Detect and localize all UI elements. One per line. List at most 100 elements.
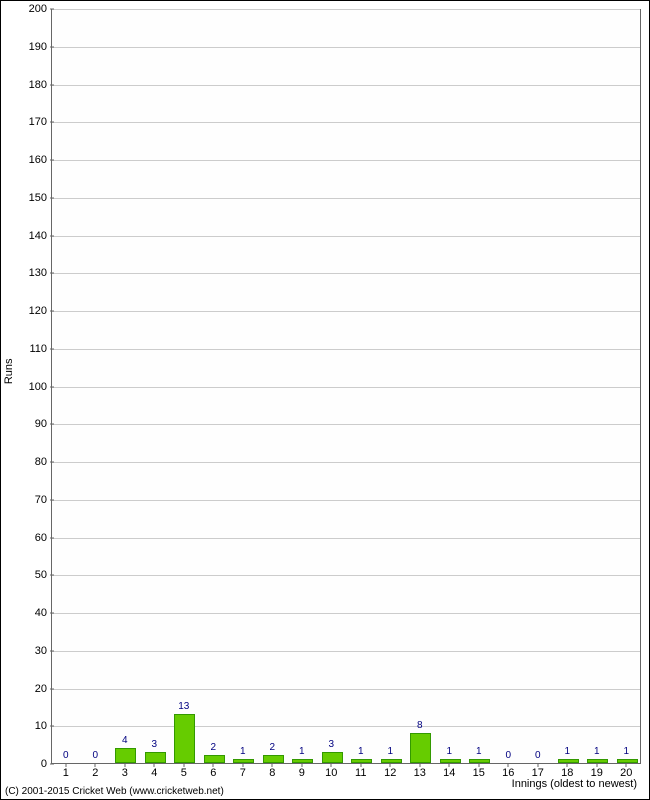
gridline [52, 85, 640, 86]
y-tick-mark [50, 160, 54, 161]
bar [351, 759, 372, 763]
gridline [52, 689, 640, 690]
bar-value-label: 0 [505, 750, 511, 761]
y-tick-label: 20 [17, 683, 47, 695]
bar-value-label: 1 [358, 746, 364, 757]
x-tick-label: 6 [210, 767, 216, 779]
bar [410, 733, 431, 763]
y-tick-label: 80 [17, 456, 47, 468]
y-tick-label: 40 [17, 607, 47, 619]
gridline [52, 349, 640, 350]
gridline [52, 651, 640, 652]
y-tick-mark [50, 726, 54, 727]
gridline [52, 538, 640, 539]
x-tick-label: 14 [443, 767, 455, 779]
bar [440, 759, 461, 763]
y-tick-mark [50, 235, 54, 236]
x-tick-label: 15 [473, 767, 485, 779]
y-tick-mark [50, 46, 54, 47]
y-tick-mark [50, 9, 54, 10]
y-tick-label: 200 [17, 3, 47, 15]
gridline [52, 236, 640, 237]
x-tick-label: 18 [561, 767, 573, 779]
x-tick-label: 20 [620, 767, 632, 779]
bar [292, 759, 313, 763]
y-tick-label: 120 [17, 305, 47, 317]
y-tick-label: 130 [17, 267, 47, 279]
gridline [52, 311, 640, 312]
bar-value-label: 1 [594, 746, 600, 757]
gridline [52, 122, 640, 123]
gridline [52, 726, 640, 727]
y-tick-mark [50, 764, 54, 765]
y-tick-label: 160 [17, 154, 47, 166]
x-tick-label: 11 [355, 767, 366, 779]
gridline [52, 9, 640, 10]
y-tick-mark [50, 537, 54, 538]
bar [558, 759, 579, 763]
bar-value-label: 8 [417, 720, 423, 731]
gridline [52, 575, 640, 576]
y-tick-label: 30 [17, 645, 47, 657]
x-tick-label: 12 [384, 767, 396, 779]
gridline [52, 424, 640, 425]
copyright-text: (C) 2001-2015 Cricket Web (www.cricketwe… [5, 786, 224, 797]
bar-value-label: 1 [564, 746, 570, 757]
bar-value-label: 1 [387, 746, 393, 757]
y-tick-label: 170 [17, 116, 47, 128]
bar-value-label: 2 [210, 742, 216, 753]
gridline [52, 273, 640, 274]
gridline [52, 198, 640, 199]
bar-value-label: 2 [269, 742, 275, 753]
gridline [52, 160, 640, 161]
bar [381, 759, 402, 763]
x-tick-label: 4 [151, 767, 157, 779]
bar [204, 755, 225, 763]
y-tick-mark [50, 424, 54, 425]
bar-value-label: 3 [328, 739, 334, 750]
bar-value-label: 1 [476, 746, 482, 757]
y-tick-mark [50, 122, 54, 123]
bar [145, 752, 166, 763]
y-tick-label: 70 [17, 494, 47, 506]
bar-value-label: 4 [122, 735, 128, 746]
bar [115, 748, 136, 763]
bar [233, 759, 254, 763]
plot-area [51, 9, 641, 764]
y-tick-label: 10 [17, 720, 47, 732]
x-tick-label: 16 [502, 767, 514, 779]
y-tick-mark [50, 348, 54, 349]
y-tick-label: 150 [17, 192, 47, 204]
x-tick-label: 2 [92, 767, 98, 779]
y-tick-label: 90 [17, 418, 47, 430]
gridline [52, 613, 640, 614]
y-tick-label: 190 [17, 41, 47, 53]
y-tick-label: 100 [17, 381, 47, 393]
bar-value-label: 1 [240, 746, 246, 757]
bar-value-label: 1 [446, 746, 452, 757]
y-tick-label: 50 [17, 569, 47, 581]
y-tick-mark [50, 499, 54, 500]
y-tick-mark [50, 462, 54, 463]
gridline [52, 47, 640, 48]
x-tick-label: 17 [532, 767, 544, 779]
x-tick-label: 10 [325, 767, 337, 779]
y-axis-label: Runs [3, 358, 15, 384]
gridline [52, 462, 640, 463]
y-tick-label: 0 [17, 758, 47, 770]
bar [617, 759, 638, 763]
bar [322, 752, 343, 763]
bar-value-label: 0 [92, 750, 98, 761]
gridline [52, 387, 640, 388]
bar-value-label: 13 [178, 701, 189, 712]
bar [587, 759, 608, 763]
x-tick-label: 7 [240, 767, 246, 779]
x-tick-label: 13 [414, 767, 426, 779]
gridline [52, 500, 640, 501]
bar-value-label: 3 [151, 739, 157, 750]
bar [263, 755, 284, 763]
y-tick-label: 140 [17, 230, 47, 242]
x-tick-label: 1 [63, 767, 69, 779]
x-tick-label: 19 [591, 767, 603, 779]
bar [469, 759, 490, 763]
